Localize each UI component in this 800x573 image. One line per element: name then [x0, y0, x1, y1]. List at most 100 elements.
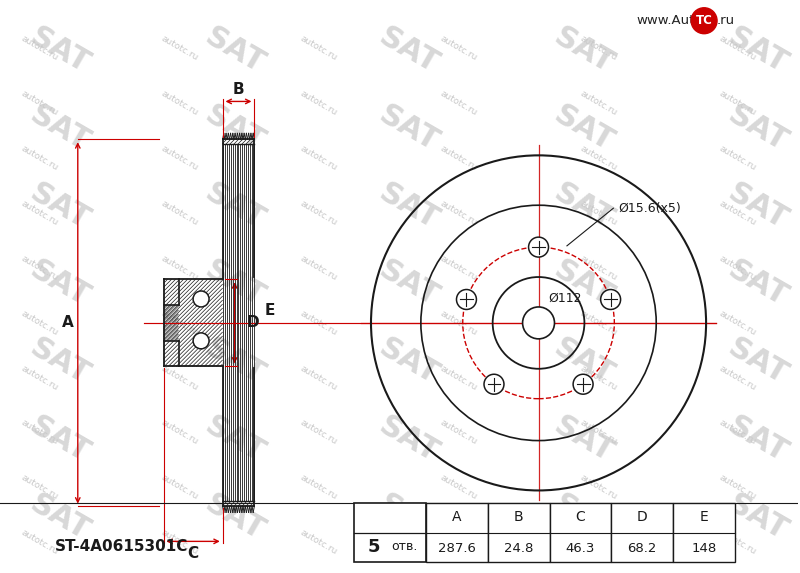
Text: autotc.ru: autotc.ru	[718, 89, 758, 117]
Text: autotc.ru: autotc.ru	[20, 34, 60, 63]
Text: autotc.ru: autotc.ru	[578, 199, 618, 227]
Text: SAT: SAT	[199, 489, 270, 546]
Circle shape	[457, 289, 477, 309]
Text: SAT: SAT	[25, 178, 95, 235]
Text: autotc.ru: autotc.ru	[718, 418, 758, 447]
Circle shape	[691, 8, 717, 34]
Text: E: E	[700, 509, 709, 524]
Text: autotc.ru: autotc.ru	[718, 309, 758, 337]
Text: SAT: SAT	[723, 333, 793, 390]
Circle shape	[193, 333, 209, 349]
Bar	[488, 504, 550, 562]
Text: autotc.ru: autotc.ru	[438, 473, 479, 502]
Text: C: C	[187, 546, 198, 561]
Text: autotc.ru: autotc.ru	[718, 254, 758, 282]
Text: SAT: SAT	[549, 489, 618, 546]
Text: SAT: SAT	[199, 100, 270, 157]
Text: SAT: SAT	[374, 178, 444, 235]
Text: SAT: SAT	[199, 256, 270, 312]
Text: autotc.ru: autotc.ru	[438, 199, 479, 227]
Text: autotc.ru: autotc.ru	[299, 363, 339, 392]
Text: SAT: SAT	[199, 333, 270, 390]
Text: autotc.ru: autotc.ru	[718, 363, 758, 392]
Text: 46.3: 46.3	[566, 542, 595, 555]
Text: E: E	[264, 304, 274, 319]
Text: autotc.ru: autotc.ru	[159, 363, 200, 392]
Text: D: D	[637, 509, 648, 524]
Bar	[673, 504, 735, 562]
Text: autotc.ru: autotc.ru	[718, 473, 758, 502]
Text: .ru: .ru	[717, 14, 735, 28]
Text: autotc.ru: autotc.ru	[159, 309, 200, 337]
Circle shape	[193, 291, 209, 307]
Circle shape	[529, 237, 549, 257]
Text: SAT: SAT	[549, 333, 618, 390]
Text: autotc.ru: autotc.ru	[578, 363, 618, 392]
Text: autotc.ru: autotc.ru	[159, 254, 200, 282]
Text: A: A	[62, 315, 74, 331]
Text: autotc.ru: autotc.ru	[299, 254, 339, 282]
Text: autotc.ru: autotc.ru	[20, 199, 60, 227]
Text: SAT: SAT	[723, 178, 793, 235]
Text: autotc.ru: autotc.ru	[299, 528, 339, 556]
Text: ST-4A0615301C: ST-4A0615301C	[55, 539, 188, 555]
Text: autotc.ru: autotc.ru	[438, 418, 479, 447]
Text: autotc.ru: autotc.ru	[159, 528, 200, 556]
Text: autotc.ru: autotc.ru	[299, 309, 339, 337]
Text: SAT: SAT	[549, 22, 618, 79]
Text: autotc.ru: autotc.ru	[159, 418, 200, 447]
Text: SAT: SAT	[374, 333, 444, 390]
Text: autotc.ru: autotc.ru	[20, 418, 60, 447]
Text: SAT: SAT	[549, 178, 618, 235]
Text: autotc.ru: autotc.ru	[578, 144, 618, 172]
Text: 24.8: 24.8	[504, 542, 534, 555]
Text: autotc.ru: autotc.ru	[299, 473, 339, 502]
Text: Ø15.6(x5): Ø15.6(x5)	[618, 202, 681, 215]
Text: SAT: SAT	[25, 100, 95, 157]
Text: SAT: SAT	[723, 256, 793, 312]
Text: SAT: SAT	[25, 489, 95, 546]
Text: SAT: SAT	[723, 411, 793, 468]
Text: Ø112: Ø112	[549, 292, 582, 304]
Text: autotc.ru: autotc.ru	[299, 89, 339, 117]
Bar	[426, 504, 488, 562]
Text: SAT: SAT	[723, 22, 793, 79]
Text: autotc.ru: autotc.ru	[299, 418, 339, 447]
Circle shape	[484, 374, 504, 394]
Text: autotc.ru: autotc.ru	[438, 89, 479, 117]
Circle shape	[573, 374, 593, 394]
Text: autotc.ru: autotc.ru	[20, 309, 60, 337]
Text: TC: TC	[696, 14, 713, 28]
Text: autotc.ru: autotc.ru	[299, 144, 339, 172]
Text: autotc.ru: autotc.ru	[718, 528, 758, 556]
Text: 287.6: 287.6	[438, 542, 476, 555]
Text: autotc.ru: autotc.ru	[718, 199, 758, 227]
Text: autotc.ru: autotc.ru	[159, 473, 200, 502]
Text: SAT: SAT	[374, 411, 444, 468]
Text: SAT: SAT	[25, 333, 95, 390]
Text: B: B	[233, 82, 244, 97]
Text: autotc.ru: autotc.ru	[578, 309, 618, 337]
Text: autotc.ru: autotc.ru	[20, 473, 60, 502]
Text: SAT: SAT	[723, 100, 793, 157]
Text: autotc.ru: autotc.ru	[20, 363, 60, 392]
Text: SAT: SAT	[199, 22, 270, 79]
Text: SAT: SAT	[25, 256, 95, 312]
Text: D: D	[246, 315, 259, 331]
Text: autotc.ru: autotc.ru	[578, 34, 618, 63]
Bar	[354, 504, 426, 562]
Text: autotc.ru: autotc.ru	[438, 309, 479, 337]
Text: autotc.ru: autotc.ru	[578, 418, 618, 447]
Text: autotc.ru: autotc.ru	[159, 89, 200, 117]
Text: SAT: SAT	[549, 100, 618, 157]
Bar	[611, 504, 673, 562]
Text: SAT: SAT	[374, 256, 444, 312]
Text: autotc.ru: autotc.ru	[20, 528, 60, 556]
Text: autotc.ru: autotc.ru	[20, 254, 60, 282]
Text: A: A	[452, 509, 462, 524]
Text: autotc.ru: autotc.ru	[578, 473, 618, 502]
Text: SAT: SAT	[549, 256, 618, 312]
Text: B: B	[514, 509, 523, 524]
Text: www.Auto: www.Auto	[636, 14, 702, 28]
Circle shape	[522, 307, 554, 339]
